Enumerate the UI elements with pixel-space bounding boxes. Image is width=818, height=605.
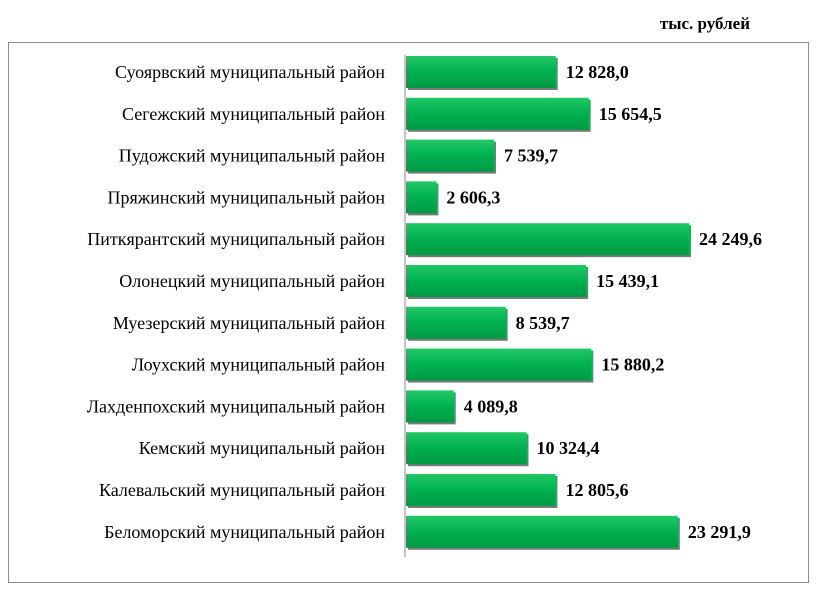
- value-label: 7 539,7: [504, 146, 558, 166]
- unit-label: тыс. рублей: [659, 14, 750, 33]
- chart-frame: [8, 42, 809, 583]
- category-label: Олонецкий муниципальный район: [119, 271, 385, 291]
- category-label: Суоярвский муниципальный район: [115, 62, 385, 82]
- value-label: 10 324,4: [536, 438, 599, 458]
- category-label: Беломорский муниципальный район: [104, 522, 385, 542]
- category-label: Лахденпохский муниципальный район: [87, 396, 386, 416]
- bar: [406, 223, 689, 256]
- category-label: Калевальский муниципальный район: [99, 480, 385, 500]
- value-label: 23 291,9: [688, 522, 751, 542]
- value-label: 2 606,3: [446, 187, 500, 207]
- bar: [406, 348, 592, 381]
- bar: [406, 432, 527, 465]
- bar: [406, 181, 437, 214]
- category-label: Питкярантский муниципальный район: [87, 229, 385, 249]
- category-label: Лоухский муниципальный район: [132, 355, 385, 375]
- bar: [406, 265, 587, 297]
- value-label: 15 439,1: [596, 271, 659, 291]
- value-label: 4 089,8: [464, 396, 518, 416]
- value-label: 15 880,2: [601, 355, 664, 375]
- category-label: Муезерский муниципальный район: [113, 313, 386, 333]
- value-label: 15 654,5: [599, 104, 662, 124]
- category-label: Сегежский муниципальный район: [122, 104, 385, 124]
- category-label: Кемский муниципальный район: [139, 438, 386, 458]
- bar: [406, 474, 556, 506]
- bar: [406, 515, 678, 548]
- bar: [406, 97, 589, 130]
- value-label: 12 805,6: [565, 480, 628, 500]
- value-label: 12 828,0: [566, 62, 629, 82]
- bar: [406, 139, 494, 172]
- value-label: 24 249,6: [699, 229, 762, 249]
- category-label: Пряжинский муниципальный район: [108, 187, 386, 207]
- bar: [406, 306, 506, 339]
- bar: [406, 56, 556, 88]
- value-label: 8 539,7: [516, 313, 570, 333]
- bar: [406, 390, 454, 423]
- category-label: Пудожский муниципальный район: [119, 146, 386, 166]
